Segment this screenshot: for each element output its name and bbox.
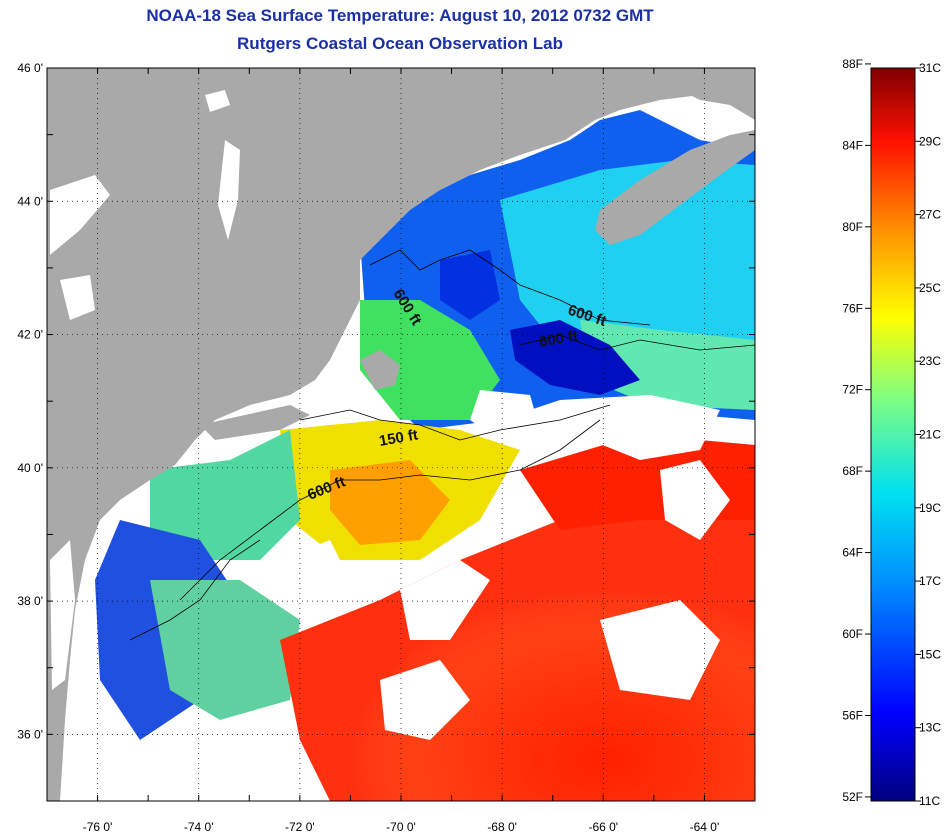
latitude-tick-label: 40 0' [17,461,43,475]
colorbar-fahrenheit-label: 64F [842,546,863,560]
colorbar-celsius-label: 11C [919,794,940,808]
cloud-patch [660,460,730,540]
contour-600ft-east [519,334,755,351]
contour-600ft-south [179,419,601,601]
longitude-tick-label: -74 0' [184,820,214,834]
bathymetry-contours [129,249,755,641]
colorbar-fahrenheit-label: 60F [842,627,863,641]
sst-deep-blue-region [510,320,640,395]
latitude-tick-label: 36 0' [17,727,43,741]
cloud-patch [470,390,540,440]
colorbar-fahrenheit-labels: 88F 84F 80F 76F 72F 68F 64F 60F 56F 52F [842,57,863,804]
land-mainland [47,68,755,801]
colorbar [870,67,916,802]
longitude-tick-label: -72 0' [285,820,315,834]
colorbar-fahrenheit-label: 52F [842,790,863,804]
colorbar-celsius-labels: 31C 29C 27C 25C 23C 21C 19C 17C 15C 13C 11C [919,61,941,808]
latitude-tick-label: 38 0' [17,594,43,608]
cloud-patch [600,600,720,700]
sst-coastal-mixed [150,580,300,720]
latitude-tick-label: 44 0' [17,194,43,208]
sst-orange-region [330,460,450,545]
colorbar-ticks [865,63,921,802]
colorbar-celsius-label: 19C [919,501,941,515]
colorbar-celsius-label: 15C [919,647,941,661]
lake [60,275,95,320]
cloud-patch [560,395,720,460]
colorbar-celsius-label: 23C [919,354,941,368]
graticule [47,67,755,801]
latitude-tick-label: 42 0' [17,328,43,342]
land-cape-cod [360,350,400,390]
map-title: NOAA-18 Sea Surface Temperature: August … [146,6,654,25]
contour-150ft [299,404,611,441]
contour-label: 150 ft [378,426,420,450]
colorbar-fahrenheit-label: 88F [842,57,863,71]
colorbar-celsius-label: 31C [919,61,941,75]
colorbar-fahrenheit-label: 80F [842,220,863,234]
cloud-patch [280,540,350,620]
axis-ticks [46,67,756,802]
colorbar-fahrenheit-label: 72F [842,383,863,397]
sst-shelf-green [150,430,300,560]
colorbar-fahrenheit-label: 84F [842,138,863,152]
longitude-tick-label: -76 0' [83,820,113,834]
colorbar-celsius-label: 27C [919,208,941,222]
cloud-patch [380,660,470,740]
contour-shelf-break [129,539,261,641]
lake [218,140,240,240]
longitude-tick-label: -70 0' [386,820,416,834]
colorbar-celsius-label: 25C [919,281,941,295]
sst-green-region [360,300,500,420]
longitude-tick-label: -66 0' [588,820,618,834]
colorbar-celsius-label: 17C [919,574,941,588]
cloud-patch [400,560,490,640]
colorbar-fahrenheit-label: 68F [842,464,863,478]
colorbar-celsius-label: 13C [919,721,941,735]
lake [50,540,75,690]
land-nova-scotia [595,130,755,245]
longitude-tick-label: -68 0' [487,820,517,834]
latitude-tick-labels: 46 0' 44 0' 42 0' 40 0' 38 0' 36 0' [17,61,43,741]
colorbar-fahrenheit-label: 56F [842,708,863,722]
map-subtitle: Rutgers Coastal Ocean Observation Lab [237,34,563,53]
colorbar-fahrenheit-label: 76F [842,301,863,315]
longitude-tick-labels: -76 0' -74 0' -72 0' -70 0' -68 0' -66 0' -64 … [83,820,720,834]
land-new-brunswick [660,68,755,120]
latitude-tick-label: 46 0' [17,61,43,75]
contour-label: 600 ft [538,327,580,351]
land-long-island [200,405,310,440]
contour-600ft-north [369,249,651,326]
lake [205,90,230,112]
colorbar-celsius-label: 29C [919,134,941,148]
longitude-tick-label: -64 0' [690,820,720,834]
colorbar-celsius-label: 21C [919,428,941,442]
lake [50,175,110,255]
sst-blue-patch [440,250,500,320]
sst-light-green-region [580,320,755,410]
